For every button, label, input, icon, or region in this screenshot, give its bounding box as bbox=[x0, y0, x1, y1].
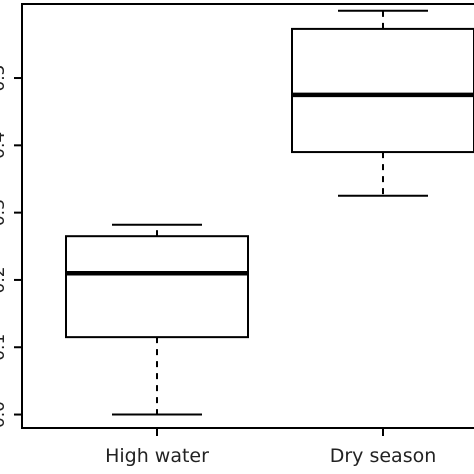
plot-area: 0.0 0.1 0.2 0.3 0.4 0.5 High water Dry season bbox=[0, 3, 474, 467]
x-tick-label: Dry season bbox=[330, 445, 437, 467]
y-tick-label: 0.4 bbox=[0, 132, 9, 159]
y-tick-label: 0.2 bbox=[0, 266, 9, 293]
x-tick-label: High water bbox=[105, 445, 209, 467]
y-tick-label: 0.5 bbox=[0, 65, 9, 92]
dry-season-box bbox=[291, 27, 474, 154]
y-tick-label: 0.0 bbox=[0, 401, 9, 428]
y-tick-label: 0.3 bbox=[0, 199, 9, 226]
high-water-box bbox=[65, 235, 249, 339]
y-tick-label: 0.1 bbox=[0, 334, 9, 361]
plot-frame bbox=[21, 3, 474, 429]
